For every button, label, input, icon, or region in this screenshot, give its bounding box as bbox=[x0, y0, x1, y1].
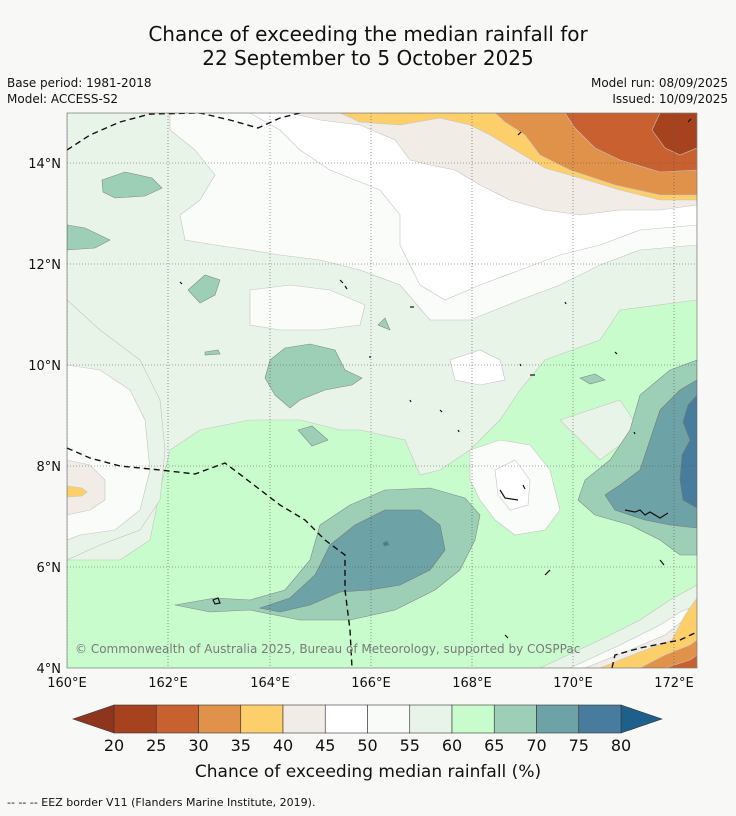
colorbar-tick-label: 65 bbox=[484, 736, 504, 755]
band-65-70-small-b bbox=[297, 425, 329, 447]
band-65-70-small-a bbox=[187, 274, 221, 304]
latitude-labels: 14°N 12°N 10°N 8°N 6°N 4°N bbox=[28, 157, 61, 677]
band-65-70-small-e bbox=[204, 349, 221, 356]
band-65-70-small-c bbox=[377, 317, 391, 331]
colorbar-tick-label: 75 bbox=[569, 736, 589, 755]
band-45-50-mid-right bbox=[494, 459, 531, 511]
lon-label: 172°E bbox=[654, 676, 694, 691]
colorbar-segment bbox=[198, 704, 242, 734]
eez-border bbox=[67, 113, 697, 668]
band-30-35-bottom bbox=[639, 639, 697, 668]
lat-label: 10°N bbox=[28, 359, 61, 374]
eez-legend-note: -- -- -- EEZ border V11 (Flanders Marine… bbox=[7, 796, 316, 809]
model-run: Model run: 08/09/2025 bbox=[590, 76, 728, 90]
graticule bbox=[67, 113, 697, 668]
colorbar-tick-label: 60 bbox=[442, 736, 462, 755]
colorbar: 20 25 30 35 40 45 50 55 60 65 70 75 80 bbox=[72, 704, 663, 755]
band-50-55-center bbox=[449, 349, 506, 386]
lon-label: 166°E bbox=[351, 676, 391, 691]
map-area: © Commonwealth of Australia 2025, Bureau… bbox=[67, 113, 697, 668]
map-frame bbox=[66, 112, 698, 669]
colorbar-segment bbox=[282, 704, 326, 734]
colorbar-high-arrow bbox=[620, 704, 663, 734]
band-65-70-nw bbox=[101, 171, 163, 199]
map-figure: © Commonwealth of Australia 2025, Bureau… bbox=[28, 112, 698, 755]
colorbar-segment bbox=[409, 704, 453, 734]
band-40-45-left bbox=[67, 459, 106, 516]
model-name: Model: ACCESS-S2 bbox=[7, 92, 119, 106]
colorbar-segment bbox=[155, 704, 199, 734]
colorbar-tick-label: 40 bbox=[273, 736, 293, 755]
islands bbox=[179, 118, 692, 639]
colorbar-tick-label: 20 bbox=[104, 736, 124, 755]
lat-label: 4°N bbox=[37, 662, 62, 677]
title-line-2: 22 September to 5 October 2025 bbox=[202, 46, 534, 70]
colorbar-segment bbox=[536, 704, 580, 734]
colorbar-tick-label: 35 bbox=[231, 736, 251, 755]
map-title: Chance of exceeding the median rainfall … bbox=[0, 22, 736, 70]
colorbar-low-arrow bbox=[72, 704, 115, 734]
longitude-labels: 160°E 162°E 164°E 166°E 168°E 170°E 172°… bbox=[47, 676, 694, 691]
colorbar-segment bbox=[113, 704, 157, 734]
band-35-40-left bbox=[67, 485, 88, 498]
band-20-25-upper bbox=[651, 113, 697, 156]
band-65-70-west bbox=[67, 224, 111, 251]
lon-label: 160°E bbox=[47, 676, 87, 691]
colorbar-segment bbox=[493, 704, 537, 734]
band-75-80-south bbox=[382, 540, 390, 547]
copyright-notice: © Commonwealth of Australia 2025, Bureau… bbox=[75, 642, 580, 656]
lon-label: 170°E bbox=[553, 676, 593, 691]
band-70-75-south bbox=[258, 509, 446, 613]
colorbar-title: Chance of exceeding median rainfall (%) bbox=[194, 762, 542, 782]
colorbar-tick-label: 80 bbox=[611, 736, 631, 755]
colorbar-tick-label: 50 bbox=[357, 736, 377, 755]
colorbar-tick-label: 45 bbox=[315, 736, 335, 755]
band-25-30-bottom bbox=[664, 654, 697, 668]
lon-label: 162°E bbox=[148, 676, 188, 691]
lat-label: 6°N bbox=[37, 561, 62, 576]
meta-left: Base period: 1981-2018 Model: ACCESS-S2 bbox=[7, 75, 152, 107]
lon-label: 168°E bbox=[452, 676, 492, 691]
colorbar-segment bbox=[451, 704, 495, 734]
colorbar-segment bbox=[367, 704, 411, 734]
colorbar-segment bbox=[578, 704, 622, 734]
lat-label: 12°N bbox=[28, 258, 61, 273]
colorbar-segment bbox=[240, 704, 284, 734]
base-period: Base period: 1981-2018 bbox=[7, 76, 152, 90]
lat-label: 14°N bbox=[28, 157, 61, 172]
meta-right: Model run: 08/09/2025 Issued: 10/09/2025 bbox=[591, 75, 728, 107]
band-75-80-east bbox=[679, 394, 697, 509]
colorbar-segment bbox=[324, 704, 368, 734]
colorbar-tick-label: 25 bbox=[146, 736, 166, 755]
colorbar-tick-label: 70 bbox=[526, 736, 546, 755]
title-line-1: Chance of exceeding the median rainfall … bbox=[148, 22, 588, 46]
lon-label: 164°E bbox=[250, 676, 290, 691]
band-65-70-center-north bbox=[264, 343, 363, 409]
colorbar-tick-label: 55 bbox=[400, 736, 420, 755]
band-35-40-bottom bbox=[599, 597, 697, 668]
band-65-70-small-d bbox=[579, 373, 606, 385]
lat-label: 8°N bbox=[37, 460, 62, 475]
colorbar-tick-label: 30 bbox=[188, 736, 208, 755]
issued-date: Issued: 10/09/2025 bbox=[612, 92, 728, 106]
band-50-55-middle bbox=[249, 284, 366, 331]
